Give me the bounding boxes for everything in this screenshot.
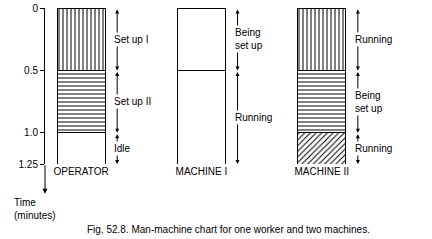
svg-text:Fig. 52.8. Man-machine chart f: Fig. 52.8. Man-machine chart for one wor… [87, 224, 370, 235]
svg-text:0: 0 [32, 3, 38, 14]
svg-text:MACHINE I: MACHINE I [176, 166, 228, 177]
svg-text:0.5: 0.5 [24, 65, 38, 76]
svg-text:Beingset up: Beingset up [235, 27, 263, 51]
svg-text:Time(minutes): Time(minutes) [14, 197, 56, 221]
svg-text:Idle: Idle [114, 143, 131, 154]
svg-text:Set up I: Set up I [114, 34, 148, 45]
svg-text:1.0: 1.0 [24, 127, 38, 138]
svg-text:1.25: 1.25 [19, 159, 39, 170]
svg-text:Set up II: Set up II [114, 96, 151, 107]
svg-text:Running: Running [355, 143, 392, 154]
svg-text:OPERATOR: OPERATOR [53, 166, 108, 177]
svg-text:MACHINE II: MACHINE II [295, 166, 349, 177]
svg-text:Beingset up: Beingset up [355, 90, 383, 114]
svg-text:Running: Running [355, 34, 392, 45]
svg-text:Running: Running [235, 112, 272, 123]
